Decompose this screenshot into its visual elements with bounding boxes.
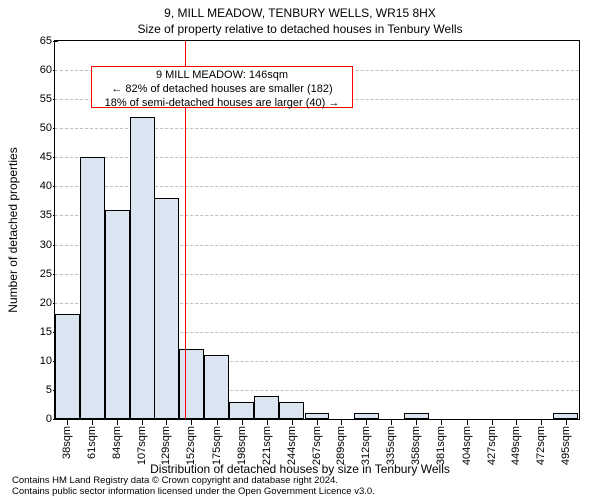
x-tick: 61sqm bbox=[86, 426, 98, 459]
histogram-bar bbox=[404, 413, 429, 419]
y-tick: 15 bbox=[12, 326, 52, 338]
annotation-line: ← 82% of detached houses are smaller (18… bbox=[96, 83, 348, 97]
histogram-bar bbox=[105, 210, 130, 419]
x-tick-mark bbox=[467, 420, 468, 425]
y-tick: 60 bbox=[12, 64, 52, 76]
x-tick-mark bbox=[67, 420, 68, 425]
y-tick: 25 bbox=[12, 268, 52, 280]
annotation-line: 18% of semi-detached houses are larger (… bbox=[96, 97, 348, 111]
x-tick: 244sqm bbox=[286, 426, 298, 465]
x-tick: 289sqm bbox=[335, 426, 347, 465]
x-tick-mark bbox=[191, 420, 192, 425]
x-tick-mark bbox=[217, 420, 218, 425]
chart-container: 9, MILL MEADOW, TENBURY WELLS, WR15 8HX … bbox=[0, 0, 600, 500]
x-tick: 495sqm bbox=[560, 426, 572, 465]
x-tick-mark bbox=[416, 420, 417, 425]
chart-title-line1: 9, MILL MEADOW, TENBURY WELLS, WR15 8HX bbox=[0, 6, 600, 20]
histogram-bar bbox=[279, 402, 304, 419]
histogram-bar bbox=[55, 314, 80, 419]
x-tick-mark bbox=[242, 420, 243, 425]
y-tick: 50 bbox=[12, 122, 52, 134]
x-tick: 221sqm bbox=[261, 426, 273, 465]
x-tick: 472sqm bbox=[535, 426, 547, 465]
histogram-bar bbox=[354, 413, 379, 419]
x-tick: 152sqm bbox=[185, 426, 197, 465]
y-tick: 35 bbox=[12, 209, 52, 221]
x-tick: 267sqm bbox=[311, 426, 323, 465]
x-tick: 312sqm bbox=[360, 426, 372, 465]
x-tick-mark bbox=[92, 420, 93, 425]
x-tick: 335sqm bbox=[385, 426, 397, 465]
x-tick: 404sqm bbox=[461, 426, 473, 465]
histogram-bar bbox=[305, 413, 330, 419]
histogram-bar bbox=[154, 198, 179, 419]
x-tick-mark bbox=[292, 420, 293, 425]
x-tick-mark bbox=[117, 420, 118, 425]
histogram-bar bbox=[229, 402, 254, 419]
histogram-bar bbox=[179, 349, 204, 419]
x-tick: 358sqm bbox=[410, 426, 422, 465]
x-tick-mark bbox=[166, 420, 167, 425]
x-tick-mark bbox=[341, 420, 342, 425]
x-tick-mark bbox=[267, 420, 268, 425]
x-tick-mark bbox=[142, 420, 143, 425]
footer-line2: Contains public sector information licen… bbox=[12, 487, 375, 498]
x-tick: 427sqm bbox=[486, 426, 498, 465]
y-tick: 65 bbox=[12, 35, 52, 47]
x-tick-mark bbox=[391, 420, 392, 425]
x-tick: 84sqm bbox=[111, 426, 123, 459]
x-tick: 198sqm bbox=[236, 426, 248, 465]
footer-attribution: Contains HM Land Registry data © Crown c… bbox=[12, 476, 375, 498]
y-axis-label: Number of detached properties bbox=[6, 147, 20, 312]
histogram-bar bbox=[130, 117, 155, 419]
y-tick: 0 bbox=[12, 413, 52, 425]
y-tick: 10 bbox=[12, 355, 52, 367]
x-tick-mark bbox=[566, 420, 567, 425]
x-tick: 129sqm bbox=[160, 426, 172, 465]
chart-title-line2: Size of property relative to detached ho… bbox=[0, 22, 600, 36]
x-tick: 175sqm bbox=[211, 426, 223, 465]
y-tick: 40 bbox=[12, 180, 52, 192]
plot-area: 9 MILL MEADOW: 146sqm← 82% of detached h… bbox=[54, 40, 580, 420]
histogram-bar bbox=[553, 413, 578, 419]
histogram-bar bbox=[80, 157, 105, 419]
x-tick-mark bbox=[317, 420, 318, 425]
x-tick-mark bbox=[366, 420, 367, 425]
x-tick: 107sqm bbox=[136, 426, 148, 465]
y-tick: 55 bbox=[12, 93, 52, 105]
x-tick: 449sqm bbox=[510, 426, 522, 465]
annotation-line: 9 MILL MEADOW: 146sqm bbox=[96, 69, 348, 83]
x-tick-mark bbox=[541, 420, 542, 425]
annotation-box: 9 MILL MEADOW: 146sqm← 82% of detached h… bbox=[91, 66, 353, 108]
y-tick: 30 bbox=[12, 239, 52, 251]
histogram-bar bbox=[204, 355, 229, 419]
y-tick: 20 bbox=[12, 297, 52, 309]
x-tick-mark bbox=[441, 420, 442, 425]
x-tick: 381sqm bbox=[435, 426, 447, 465]
x-tick-mark bbox=[516, 420, 517, 425]
histogram-bar bbox=[254, 396, 279, 419]
y-tick: 45 bbox=[12, 151, 52, 163]
x-tick-mark bbox=[492, 420, 493, 425]
y-tick: 5 bbox=[12, 384, 52, 396]
x-tick: 38sqm bbox=[61, 426, 73, 459]
x-axis-label: Distribution of detached houses by size … bbox=[0, 462, 600, 476]
